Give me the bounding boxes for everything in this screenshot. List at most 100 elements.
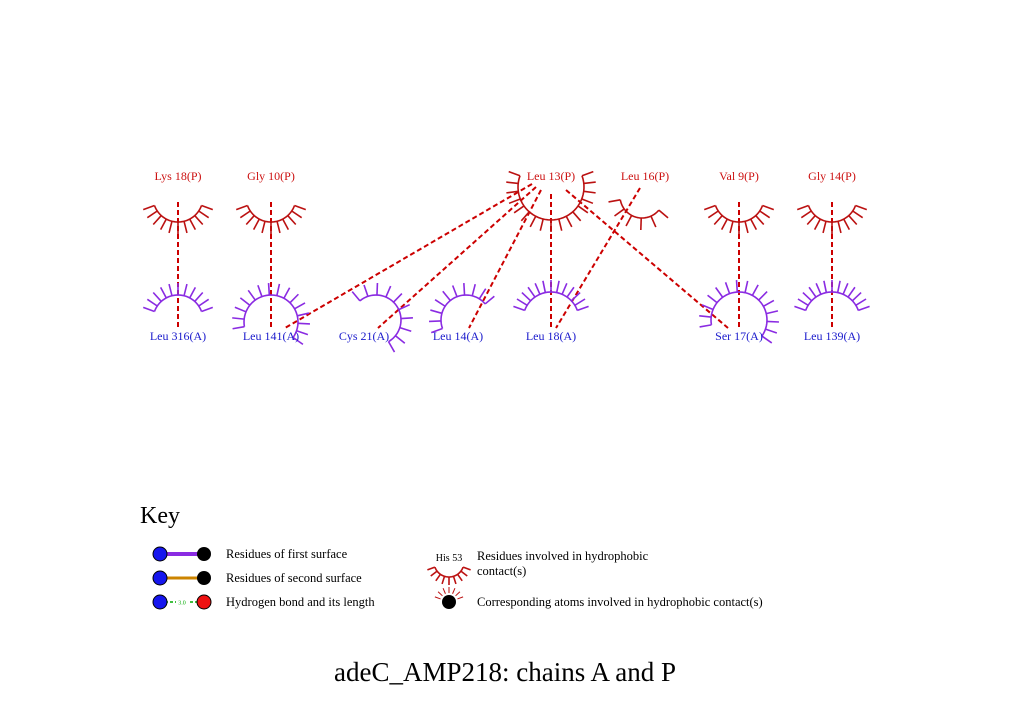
arc-spoke — [400, 317, 413, 320]
arc-spoke — [529, 215, 537, 228]
arc-spoke — [198, 298, 210, 307]
arc-spoke — [455, 591, 461, 597]
arc-spoke — [855, 204, 868, 211]
arc-spoke — [583, 181, 596, 185]
arc-spoke — [703, 204, 716, 211]
arc-spoke — [658, 209, 669, 219]
arc-spoke — [283, 287, 291, 299]
residue-cys21a: Cys 21(A) — [339, 282, 413, 353]
arc-spoke — [765, 328, 778, 334]
contact-line-leu13p-leu141a — [284, 183, 533, 329]
arc-spoke — [516, 298, 528, 306]
arc-spoke — [574, 298, 586, 306]
residue-val9p: Val 9(P) — [703, 169, 775, 234]
arc-spoke — [471, 283, 477, 296]
arc-spoke — [282, 218, 290, 231]
arc-spoke — [484, 295, 495, 305]
hydrophobic-arc-icon — [506, 170, 596, 232]
residue-label: Cys 21(A) — [339, 329, 389, 343]
arc-spoke — [457, 596, 464, 600]
arc-spoke — [183, 221, 188, 234]
residue-lys18p: Lys 18(P) — [142, 169, 214, 234]
arc-spoke — [159, 286, 167, 299]
arc-spoke — [183, 283, 188, 296]
arc-spoke — [750, 218, 758, 231]
arc-spoke — [572, 211, 582, 222]
contact-line-leu13p-cys21a — [377, 186, 537, 329]
atom-red-icon — [196, 594, 212, 610]
arc-spoke — [508, 170, 521, 177]
hydrophobic-sample-label: His 53 — [436, 553, 462, 564]
arc-spoke — [297, 322, 310, 325]
arc-spoke — [729, 221, 734, 234]
arc-spoke — [146, 298, 158, 307]
arc-spoke — [287, 215, 297, 226]
arc-spoke — [267, 283, 271, 296]
arc-spoke — [363, 284, 369, 297]
arc-spoke — [189, 286, 197, 299]
arc-spoke — [152, 215, 162, 226]
atom-blue-icon — [152, 570, 168, 586]
atom-spokes-icon — [434, 587, 464, 600]
arc-spoke — [558, 218, 563, 231]
arc-spoke — [194, 291, 204, 302]
hydrophobic-arc-icon — [608, 199, 669, 231]
arc-spoke — [239, 297, 251, 306]
arc-spoke — [701, 304, 714, 311]
hydrophobic-arc-icon — [796, 204, 868, 234]
arc-spoke — [806, 215, 816, 226]
hydrophobic-contacts — [177, 183, 833, 329]
arc-spoke — [813, 218, 821, 231]
arc-spoke — [720, 218, 728, 231]
arc-spoke — [452, 576, 457, 585]
arc-spoke — [513, 305, 525, 312]
arc-spoke — [261, 221, 266, 234]
arc-spoke — [506, 190, 519, 194]
arc-spoke — [837, 221, 842, 234]
arc-spoke — [715, 287, 724, 298]
arc-spoke — [794, 305, 806, 312]
arc-spoke — [142, 204, 155, 211]
arc-spoke — [815, 282, 822, 295]
arc-spoke — [581, 170, 594, 177]
arc-spoke — [434, 299, 446, 307]
hydrophobic-arc-icon — [428, 283, 495, 334]
atom-black-icon — [442, 595, 456, 609]
arc-spoke — [566, 286, 575, 298]
arc-spoke — [852, 210, 864, 219]
arc-spoke — [758, 290, 768, 301]
arc-spoke — [456, 573, 463, 582]
residue-label: Leu 316(A) — [150, 329, 206, 343]
arc-spoke — [847, 286, 856, 298]
arc-spoke — [766, 310, 779, 315]
arc-spoke — [294, 204, 307, 211]
arc-spoke — [460, 570, 468, 577]
residue-label: Leu 16(P) — [621, 169, 669, 183]
arc-spoke — [751, 284, 759, 296]
arc-spoke — [276, 221, 281, 234]
atom-blue-icon — [152, 546, 168, 562]
arc-spoke — [534, 282, 541, 295]
hydrophobic-arc-icon — [235, 204, 307, 234]
arc-spoke — [189, 218, 197, 231]
residue-leu13p: Leu 13(P) — [506, 169, 596, 232]
arc-spoke — [761, 335, 773, 344]
arc-spoke — [201, 204, 214, 211]
arc-spoke — [478, 288, 487, 300]
arc-spoke — [245, 215, 255, 226]
hydrophobic-arc-icon — [427, 566, 471, 585]
arc-spoke — [855, 298, 867, 306]
arc-spoke — [539, 218, 544, 231]
arc-spoke — [565, 215, 573, 228]
arc-spoke — [297, 312, 310, 317]
diagram-title: adeC_AMP218: chains A and P — [334, 657, 676, 687]
arc-spoke — [442, 588, 446, 594]
arc-spoke — [430, 570, 438, 577]
residue-leu316a: Leu 316(A) — [142, 283, 214, 343]
arc-spoke — [198, 210, 210, 219]
arc-spoke — [351, 291, 361, 302]
hydrophobic-arc-icon — [232, 283, 310, 346]
key-hbond-label: Hydrogen bond and its length — [226, 595, 375, 609]
residue-leu14a: Leu 14(A) — [428, 283, 495, 343]
arc-spoke — [232, 325, 245, 330]
